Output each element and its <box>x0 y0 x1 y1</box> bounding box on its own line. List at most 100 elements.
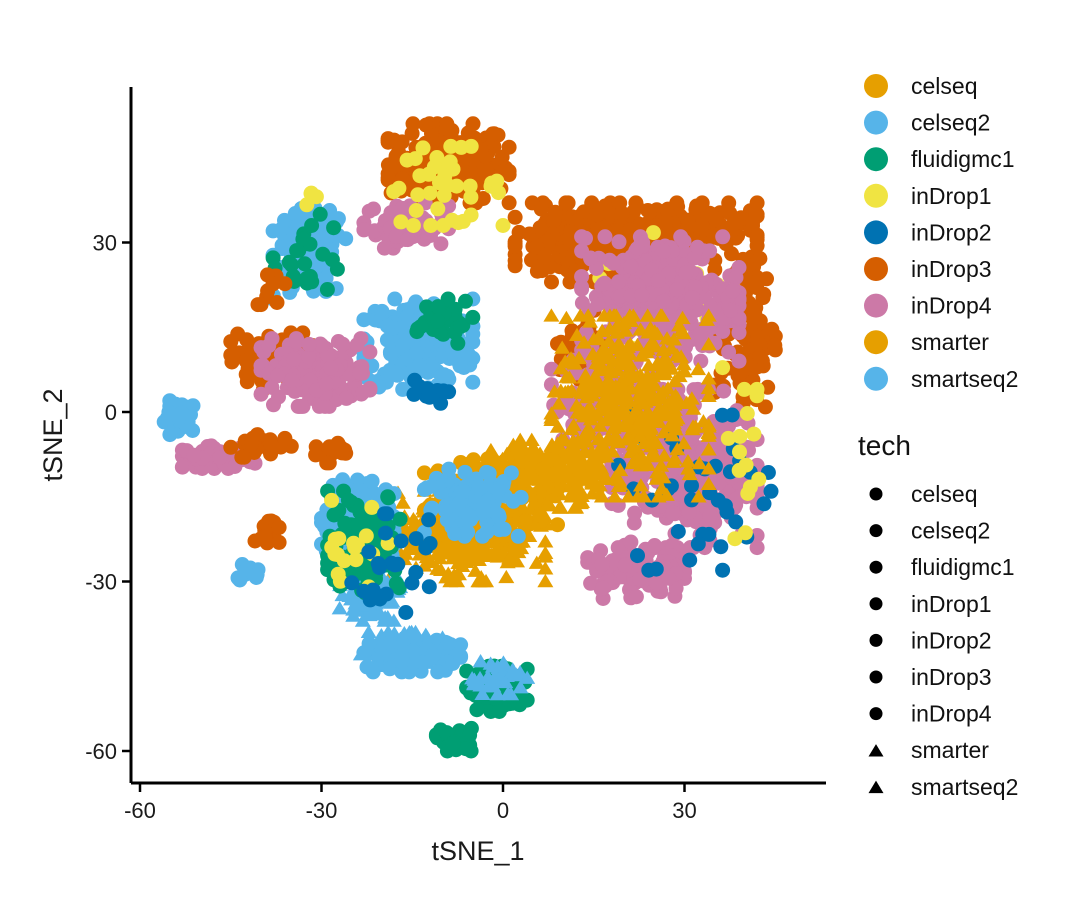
point-inDrop3 <box>537 249 552 265</box>
point-fluidigmc1 <box>392 511 408 527</box>
point-inDrop4 <box>338 390 354 406</box>
point-inDrop4 <box>594 556 610 572</box>
point-inDrop1 <box>463 207 479 223</box>
point-inDrop3 <box>694 217 710 233</box>
point-smarter <box>633 448 650 463</box>
point-smarter <box>700 461 717 475</box>
point-inDrop4 <box>261 338 277 354</box>
point-inDrop4 <box>731 325 747 341</box>
point-smarter <box>400 541 417 556</box>
point-smartseq2 <box>489 686 506 701</box>
point-smartseq2 <box>495 655 512 669</box>
point-smarter <box>450 566 467 581</box>
point-inDrop4 <box>583 575 599 591</box>
point-smarter <box>537 534 554 548</box>
point-smarter <box>475 573 492 588</box>
point-inDrop1 <box>410 187 426 203</box>
point-smarter <box>569 327 586 342</box>
point-inDrop4 <box>433 236 449 252</box>
point-celseq2 <box>425 647 441 663</box>
point-inDrop1 <box>739 406 755 421</box>
point-celseq2 <box>387 291 403 307</box>
point-inDrop3 <box>558 195 574 211</box>
point-inDrop4 <box>643 262 659 278</box>
point-inDrop4 <box>356 222 372 238</box>
point-inDrop2 <box>393 533 409 549</box>
point-inDrop3 <box>465 116 481 132</box>
point-inDrop4 <box>686 382 702 398</box>
point-inDrop3 <box>223 439 239 455</box>
point-inDrop3 <box>725 216 741 232</box>
point-inDrop1 <box>423 218 439 233</box>
point-smarter <box>591 446 608 460</box>
point-inDrop1 <box>422 185 438 201</box>
point-inDrop3 <box>529 263 545 279</box>
point-smarter <box>642 438 659 453</box>
point-celseq2 <box>481 466 497 481</box>
point-smarter <box>655 366 672 381</box>
color-legend-label: inDrop1 <box>911 183 992 209</box>
point-inDrop4 <box>574 269 590 285</box>
point-inDrop3 <box>749 195 765 211</box>
point-inDrop1 <box>732 428 748 444</box>
point-smarter <box>667 394 684 408</box>
point-inDrop3 <box>681 218 697 234</box>
point-inDrop3 <box>244 436 259 452</box>
point-smarter <box>433 562 450 576</box>
point-inDrop2 <box>670 524 686 539</box>
point-inDrop1 <box>751 471 767 487</box>
point-inDrop3 <box>386 132 402 148</box>
point-inDrop2 <box>763 483 779 499</box>
point-smarter <box>700 371 717 385</box>
point-smartseq2 <box>503 686 520 701</box>
point-smarter <box>394 495 411 509</box>
point-celseq2 <box>411 358 427 373</box>
point-smarter <box>586 377 603 391</box>
point-fluidigmc1 <box>350 517 366 533</box>
point-smarter <box>624 442 641 456</box>
point-inDrop4 <box>318 376 334 392</box>
point-inDrop3 <box>223 347 239 363</box>
data-points <box>156 116 783 759</box>
point-inDrop4 <box>289 334 305 350</box>
point-inDrop4 <box>270 368 286 384</box>
point-inDrop3 <box>308 447 324 463</box>
point-smarter <box>683 391 700 405</box>
point-smarter <box>563 421 580 436</box>
point-smarter <box>565 433 582 447</box>
shape-legend-label: smarter <box>911 737 989 763</box>
shape-legend-label: celseq2 <box>911 518 990 544</box>
point-celseq2 <box>447 526 463 542</box>
point-inDrop1 <box>736 381 752 397</box>
point-inDrop3 <box>501 139 517 155</box>
point-inDrop2 <box>361 544 377 560</box>
point-inDrop4 <box>723 302 738 318</box>
point-inDrop4 <box>716 383 732 399</box>
x-axis-ticks: -60 -30 0 30 <box>124 783 697 823</box>
point-smarter <box>591 331 608 346</box>
point-inDrop4 <box>648 574 664 590</box>
point-inDrop3 <box>752 251 768 266</box>
point-inDrop3 <box>732 364 748 380</box>
point-smarter <box>558 310 575 325</box>
shape-legend-label: inDrop3 <box>911 664 992 690</box>
point-inDrop1 <box>347 539 363 555</box>
point-fluidigmc1 <box>450 335 466 351</box>
point-inDrop4 <box>605 255 621 271</box>
point-inDrop3 <box>669 195 685 211</box>
point-smarter <box>671 318 688 332</box>
point-smarter <box>666 373 683 388</box>
color-legend-key-fluidigmc1 <box>864 147 888 172</box>
point-celseq2 <box>452 495 468 511</box>
point-inDrop3 <box>277 430 293 446</box>
point-inDrop2 <box>684 478 699 494</box>
point-celseq2 <box>460 346 476 362</box>
point-smarter <box>619 392 636 406</box>
point-inDrop2 <box>421 512 437 528</box>
color-legend-key-celseq <box>864 74 888 98</box>
point-inDrop4 <box>361 203 377 219</box>
point-smartseq2 <box>484 659 501 673</box>
point-inDrop1 <box>348 552 364 568</box>
point-smarter <box>653 458 670 472</box>
point-inDrop3 <box>242 340 257 356</box>
